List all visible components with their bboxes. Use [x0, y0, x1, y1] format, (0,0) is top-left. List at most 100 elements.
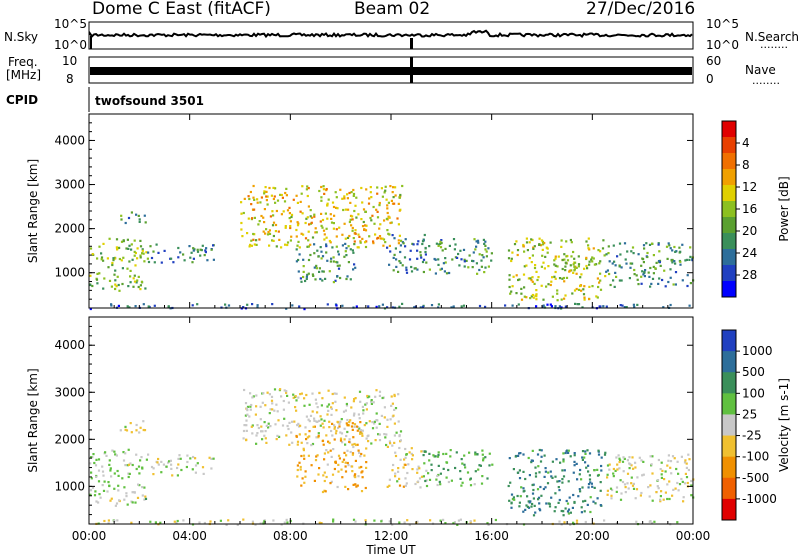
velocity-echo-cell — [123, 486, 126, 489]
power-echo-cell — [302, 275, 305, 279]
velocity-echo-cell — [404, 484, 407, 487]
velocity-echo-cell — [109, 469, 112, 472]
power-echo-cell — [345, 247, 348, 250]
power-echo-cell — [320, 185, 323, 189]
velocity-echo-cell — [361, 476, 364, 479]
velocity-echo-cell — [361, 432, 364, 435]
velocity-echo-cell — [388, 440, 391, 443]
velocity-echo-cell — [299, 424, 302, 427]
power-echo-cell — [341, 197, 344, 200]
power-echo-cell — [115, 246, 118, 249]
velocity-echo-cell — [311, 392, 314, 395]
velocity-echo-cell — [569, 455, 572, 458]
power-echo-cell — [637, 253, 640, 256]
power-echo-cell — [241, 235, 244, 238]
power-echo-cell — [242, 306, 245, 309]
velocity-echo-cell — [452, 522, 455, 525]
power-echo-cell — [108, 279, 112, 282]
power-echo-cell — [670, 259, 673, 262]
power-echo-cell — [531, 276, 534, 279]
velocity-echo-cell — [606, 476, 609, 479]
power-echo-cell — [633, 273, 636, 276]
velocity-echo-cell — [138, 431, 141, 434]
velocity-echo-cell — [561, 469, 564, 472]
velocity-echo-cell — [660, 476, 663, 479]
power-echo-cell — [127, 285, 130, 288]
velocity-echo-cell — [604, 451, 607, 454]
velocity-echo-cell — [473, 519, 476, 522]
velocity-echo-cell — [538, 502, 541, 505]
power-echo-cell — [388, 216, 391, 219]
power-echo-cell — [386, 211, 389, 215]
velocity-echo-cell — [656, 479, 660, 482]
velocity-echo-cell — [436, 474, 439, 478]
power-echo-cell — [642, 244, 646, 247]
velocity-echo-cell — [487, 523, 490, 526]
power-colorbar-segment — [722, 137, 736, 154]
velocity-echo-cell — [624, 486, 627, 489]
power-echo-cell — [460, 305, 463, 308]
velocity-echo-cell — [368, 420, 371, 423]
power-echo-cell — [635, 274, 638, 277]
velocity-echo-cell — [684, 459, 687, 462]
nsky-label: N.Sky — [4, 30, 38, 44]
power-echo-cell — [300, 280, 303, 283]
velocity-echo-cell — [649, 484, 652, 487]
velocity-echo-cell — [670, 472, 673, 475]
velocity-echo-cell — [355, 485, 358, 488]
velocity-echo-cell — [323, 419, 326, 422]
velocity-echo-cell — [285, 518, 288, 521]
power-echo-cell — [276, 199, 280, 202]
power-echo-cell — [263, 190, 266, 193]
velocity-echo-cell — [302, 454, 306, 457]
power-echo-cell — [397, 239, 400, 242]
power-echo-cell — [575, 272, 578, 275]
power-echo-cell — [341, 244, 344, 247]
velocity-echo-cell — [208, 456, 211, 459]
velocity-echo-cell — [386, 425, 389, 428]
power-echo-cell — [368, 235, 371, 238]
power-echo-cell — [585, 256, 588, 259]
power-echo-cell — [296, 224, 300, 227]
power-echo-cell — [618, 242, 622, 245]
power-echo-cell — [252, 238, 255, 241]
power-echo-cell — [542, 298, 545, 301]
power-echo-cell — [146, 257, 149, 260]
power-echo-cell — [642, 273, 645, 276]
velocity-echo-cell — [124, 452, 127, 455]
velocity-echo-cell — [547, 502, 550, 505]
power-echo-cell — [313, 243, 316, 246]
power-echo-cell — [558, 305, 561, 308]
velocity-echo-cell — [139, 459, 142, 462]
velocity-echo-cell — [558, 520, 561, 523]
velocity-echo-cell — [534, 472, 538, 475]
velocity-echo-cell — [417, 465, 420, 468]
power-echo-cell — [139, 239, 142, 242]
power-echo-cell — [609, 283, 612, 287]
power-echo-cell — [573, 257, 576, 260]
velocity-echo-cell — [482, 457, 485, 460]
velocity-echo-cell — [623, 457, 626, 460]
power-echo-cell — [306, 245, 309, 248]
power-echo-cell — [398, 305, 401, 308]
power-echo-cell — [416, 249, 419, 252]
power-echo-cell — [643, 275, 646, 278]
power-echo-cell — [304, 237, 308, 240]
velocity-echo-cell — [565, 450, 568, 453]
power-echo-cell — [307, 272, 310, 275]
velocity-echo-cell — [344, 485, 347, 488]
velocity-echo-cell — [282, 408, 285, 411]
power-echo-cell — [266, 233, 270, 236]
power-echo-cell — [98, 245, 101, 248]
power-echo-cell — [193, 248, 196, 251]
velocity-echo-cell — [346, 461, 349, 465]
velocity-echo-cell — [473, 483, 476, 486]
power-echo-cell — [439, 246, 443, 249]
velocity-echo-cell — [606, 464, 610, 467]
power-echo-cell — [306, 194, 309, 198]
velocity-echo-cell — [597, 453, 601, 456]
power-echo-cell — [256, 306, 259, 309]
velocity-echo-cell — [398, 484, 402, 487]
power-echo-cell — [545, 285, 548, 288]
